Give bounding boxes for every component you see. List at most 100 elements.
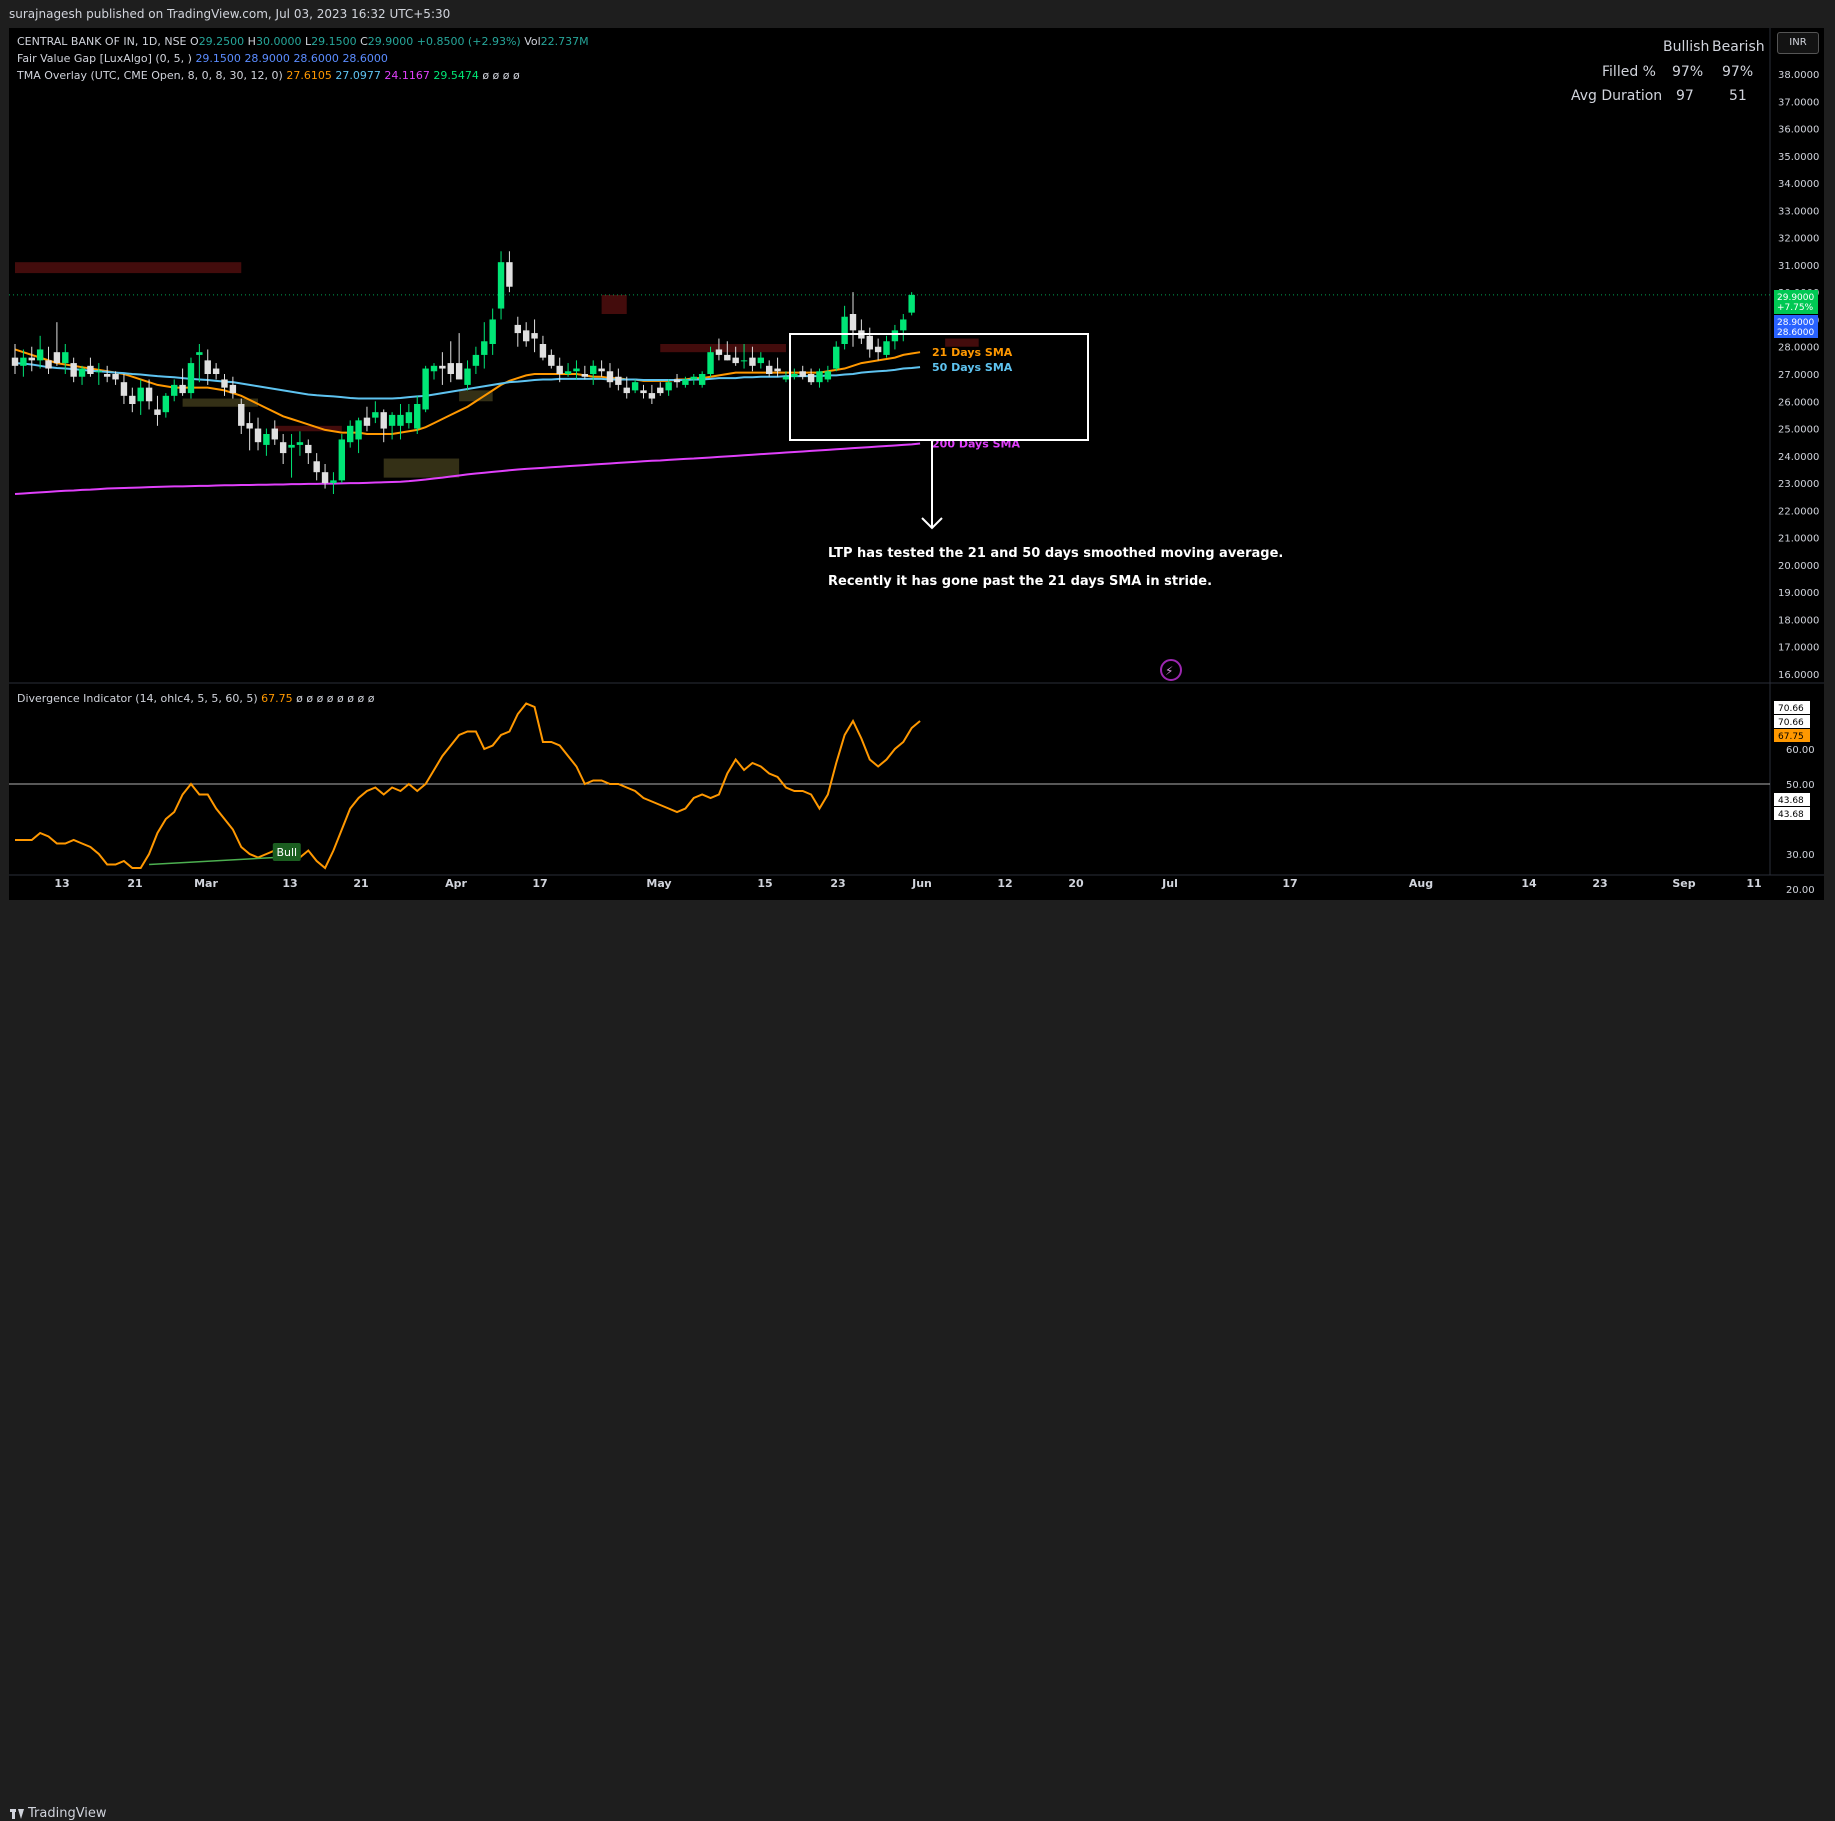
ohlc-value: 29.9000 (367, 35, 417, 48)
time-tick-label: Mar (194, 877, 218, 890)
candle-body (221, 379, 228, 388)
price-tick-label: 20.0000 (1778, 561, 1819, 572)
candle-body (372, 412, 379, 418)
currency-button[interactable]: INR (1777, 32, 1819, 54)
candle-body (455, 363, 463, 380)
annotation-arrow-head (921, 517, 943, 530)
ohlc-key: O (190, 35, 199, 48)
vol-label: Vol (524, 35, 541, 48)
axis-price-badge (1774, 325, 1818, 338)
tradingview-logo[interactable]: TradingView (10, 1806, 107, 1821)
candle-body (313, 461, 320, 473)
candle-body (698, 374, 706, 385)
symbol-legend: CENTRAL BANK OF IN, 1D, NSE O29.2500 H30… (17, 35, 589, 48)
osc-axis-badge (1774, 701, 1810, 714)
candle-body (103, 374, 111, 377)
fvg-zone (459, 390, 493, 402)
ohlc-key: L (304, 35, 312, 48)
candle-body (246, 423, 253, 429)
price-tick-label: 23.0000 (1778, 479, 1819, 490)
time-tick-label: Jun (911, 877, 932, 890)
time-tick-label: Aug (1409, 877, 1433, 890)
tma-value: 24.1167 (384, 69, 430, 82)
candle-body (196, 352, 203, 355)
candle-body (564, 371, 572, 374)
osc-line (15, 702, 921, 870)
candle-body (70, 363, 77, 377)
candle-body (78, 368, 86, 377)
candle-body (254, 428, 262, 443)
ohlc-value: 30.0000 (255, 35, 305, 48)
candle-body (397, 414, 404, 426)
bull-divergence-line (149, 856, 275, 866)
lightning-icon[interactable] (1160, 659, 1182, 681)
candle-body (598, 368, 605, 372)
candle-body (137, 387, 144, 402)
candle-body (623, 387, 630, 394)
candle-body (732, 357, 739, 364)
osc-axis-badge-label: 70.66 (1778, 704, 1804, 714)
candle-body (673, 379, 681, 383)
time-tick-label: 13 (282, 877, 297, 890)
candle-body (20, 357, 27, 366)
candle-body (28, 357, 35, 361)
axis-price-badge (1774, 315, 1818, 325)
time-tick-label: 20 (1068, 877, 1084, 890)
time-tick-label: 17 (1282, 877, 1297, 890)
fvg-zone (660, 344, 786, 353)
price-tick-label: 32.0000 (1778, 234, 1819, 245)
osc-axis-badge-label: 43.68 (1778, 810, 1804, 820)
osc-axis-badge-label: 43.68 (1778, 796, 1804, 806)
candle-body (279, 442, 287, 454)
osc-axis-badge (1774, 807, 1810, 820)
candle-body (388, 414, 396, 426)
candle-body (766, 365, 773, 374)
candle-body (514, 324, 521, 334)
axis-price-badge-label: 28.9000 (1777, 318, 1814, 328)
candle-body (11, 357, 19, 366)
candle-body (724, 354, 731, 361)
change-value: +0.8500 (+2.93%) (416, 35, 521, 48)
vol-value: 22.737M (540, 35, 589, 48)
candle-body (36, 349, 44, 361)
candle-body (849, 314, 857, 331)
axis-price-badge-label: 28.6000 (1777, 328, 1814, 338)
price-tick-label: 31.0000 (1778, 261, 1819, 272)
price-tick-label: 19.0000 (1778, 588, 1819, 599)
osc-tick-label: 60.00 (1786, 745, 1815, 756)
candle-body (866, 335, 873, 350)
time-tick-label: 21 (127, 877, 142, 890)
ohlc-value: 29.1500 (311, 35, 361, 48)
ohlc-key: H (247, 35, 256, 48)
chart-frame[interactable] (9, 28, 1824, 900)
fvg-zone (274, 425, 342, 432)
time-tick-label: Jul (1161, 877, 1178, 890)
fvg-value: 29.1500 (195, 52, 241, 65)
candle-body (162, 395, 170, 413)
candle-body (497, 262, 505, 309)
candle-body (430, 365, 438, 372)
candle-body (305, 444, 312, 454)
candle-body (707, 352, 714, 374)
candle-body (816, 371, 823, 383)
time-tick-label: 21 (353, 877, 368, 890)
ma-label: 50 Days SMA (932, 361, 1013, 374)
stats-row-bearish: 51 (1729, 88, 1747, 104)
stats-row-bullish: 97% (1672, 64, 1704, 80)
candle-body (288, 444, 295, 448)
tradingview-icon (10, 1808, 24, 1819)
candle-body (204, 360, 211, 374)
price-tick-label: 35.0000 (1778, 152, 1819, 163)
candle-body (179, 384, 186, 394)
candle-body (271, 428, 278, 440)
fvg-label: Fair Value Gap [LuxAlgo] (0, 5, ) (17, 52, 192, 65)
candle-body (45, 360, 52, 369)
price-tick-label: 28.0000 (1778, 343, 1819, 354)
candle-body (824, 371, 832, 380)
candle-body (556, 365, 563, 374)
candle-body (447, 363, 454, 374)
osc-axis-badge (1774, 793, 1810, 806)
candle-body (62, 352, 69, 364)
candle-body (740, 360, 748, 362)
